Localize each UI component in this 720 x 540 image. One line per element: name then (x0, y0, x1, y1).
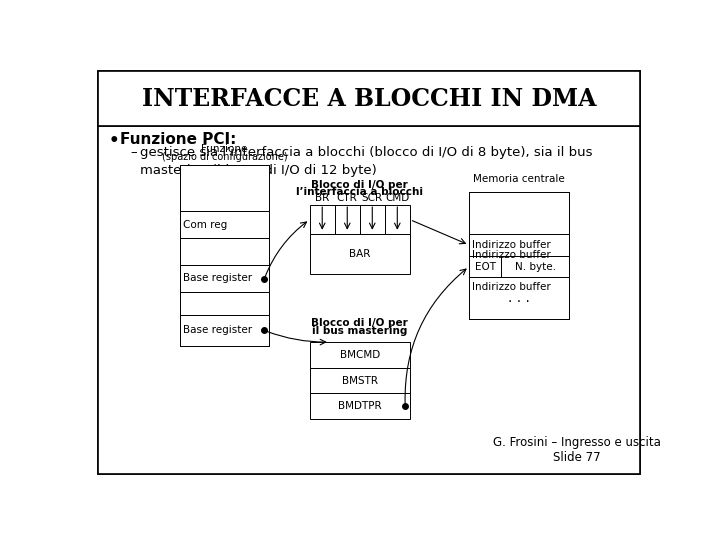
Text: Funzione: Funzione (202, 144, 248, 154)
Bar (310, 234, 410, 274)
Bar (310, 342, 410, 368)
Bar (469, 234, 570, 276)
Bar (469, 192, 570, 234)
Text: BMDTPR: BMDTPR (338, 401, 382, 411)
Text: l’interfaccia a blocchi: l’interfaccia a blocchi (296, 187, 423, 197)
Bar (180, 165, 269, 346)
Text: BMSTR: BMSTR (342, 375, 378, 386)
Text: BAR: BAR (349, 249, 371, 259)
Bar (501, 256, 570, 278)
Text: EOT: EOT (474, 261, 495, 272)
Text: il bus mastering: il bus mastering (312, 326, 408, 336)
Bar (180, 238, 269, 265)
Text: •: • (109, 132, 120, 150)
Text: . . .: . . . (508, 291, 530, 305)
Bar (469, 192, 570, 319)
Text: INTERFACCE A BLOCCHI IN DMA: INTERFACCE A BLOCCHI IN DMA (142, 87, 596, 111)
Text: Blocco di I/O per: Blocco di I/O per (311, 179, 408, 190)
Bar (98, 126, 640, 475)
Bar (469, 278, 570, 319)
Text: Base register: Base register (184, 273, 253, 284)
Text: N. byte.: N. byte. (515, 261, 556, 272)
Text: Com reg: Com reg (184, 220, 228, 229)
Bar (310, 368, 410, 393)
Bar (469, 234, 570, 256)
Text: gestisce sia l’interfaccia a blocchi (blocco di I/O di 8 byte), sia il bus
maste: gestisce sia l’interfaccia a blocchi (bl… (140, 146, 592, 177)
Text: Indirizzo buffer: Indirizzo buffer (472, 240, 551, 250)
Text: (spazio di configurazione): (spazio di configurazione) (162, 152, 287, 162)
Bar (469, 256, 501, 278)
Text: Indirizzo buffer: Indirizzo buffer (472, 281, 551, 292)
Text: BMCMD: BMCMD (340, 350, 380, 360)
Bar (180, 165, 269, 211)
Bar (180, 315, 269, 346)
Text: BR: BR (315, 193, 329, 204)
Text: –: – (130, 146, 137, 159)
Text: Memoria centrale: Memoria centrale (473, 174, 565, 184)
Bar (384, 205, 410, 234)
Text: CTR: CTR (337, 193, 358, 204)
Bar (180, 211, 269, 238)
Bar (469, 276, 570, 298)
Bar (335, 205, 360, 234)
Text: CMD: CMD (385, 193, 410, 204)
Text: Funzione PCI:: Funzione PCI: (120, 132, 236, 147)
Text: SCR: SCR (361, 193, 383, 204)
Text: Base register: Base register (184, 326, 253, 335)
Bar (469, 192, 570, 319)
Bar (469, 192, 570, 234)
Bar (310, 393, 410, 419)
Bar (310, 205, 335, 234)
Bar (98, 71, 640, 126)
Text: G. Frosini – Ingresso e uscita
Slide 77: G. Frosini – Ingresso e uscita Slide 77 (493, 436, 661, 464)
Bar (180, 292, 269, 315)
Text: Blocco di I/O per: Blocco di I/O per (311, 318, 408, 328)
Text: Indirizzo buffer: Indirizzo buffer (472, 250, 551, 260)
Bar (360, 205, 384, 234)
Bar (180, 265, 269, 292)
